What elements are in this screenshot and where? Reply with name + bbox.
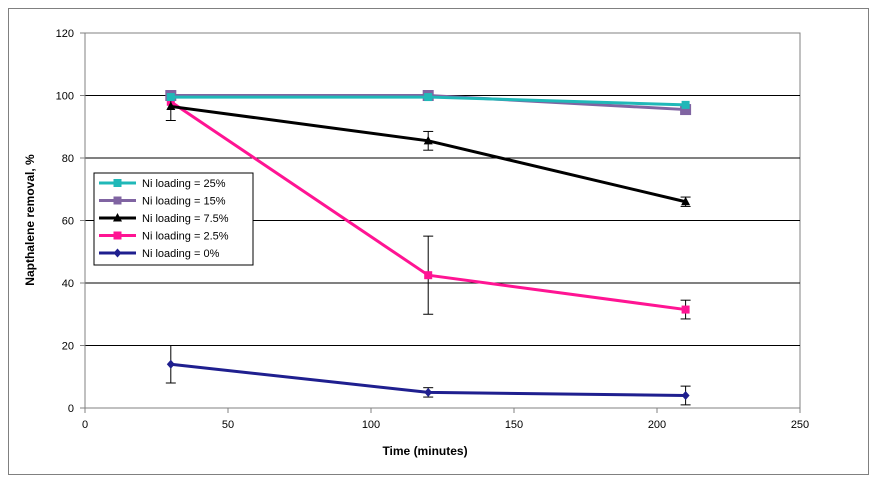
data-point-ni-loading-0-2 bbox=[681, 391, 690, 400]
data-point-ni-loading-25-0 bbox=[166, 93, 175, 102]
data-point-ni-loading-0-0 bbox=[166, 359, 175, 369]
data-point-ni-loading-7-5-0 bbox=[166, 101, 176, 110]
y-tick-label-0: 0 bbox=[68, 403, 74, 415]
x-axis-title: Time (minutes) bbox=[382, 444, 467, 458]
y-tick-label-120: 120 bbox=[56, 28, 74, 40]
legend: Ni loading = 25% Ni loading = 15% Ni loadi… bbox=[93, 172, 254, 266]
legend-label-ni-loading-0: Ni loading = 0% bbox=[142, 248, 220, 260]
legend-marker-ni-loading-15 bbox=[113, 196, 122, 205]
y-tick-label-40: 40 bbox=[62, 278, 74, 290]
series-ni-loading-25 bbox=[166, 93, 690, 109]
data-point-ni-loading-2-5-1 bbox=[424, 271, 433, 280]
x-tick-label-0: 0 bbox=[82, 419, 88, 431]
data-point-ni-loading-15-2 bbox=[680, 104, 692, 116]
data-point-ni-loading-7-5-2 bbox=[681, 196, 691, 206]
legend-marker-ni-loading-25 bbox=[113, 179, 122, 187]
y-axis-title: Napthalene removal, % bbox=[23, 154, 37, 286]
series-group bbox=[165, 90, 692, 406]
y-tick-label-60: 60 bbox=[62, 216, 74, 228]
data-point-ni-loading-25-2 bbox=[681, 100, 690, 109]
x-tick-label-50: 50 bbox=[222, 419, 234, 431]
data-point-ni-loading-7-5-1 bbox=[423, 135, 433, 145]
legend-marker-ni-loading-0 bbox=[113, 248, 122, 258]
data-point-ni-loading-2-5-2 bbox=[681, 305, 690, 314]
y-tick-label-80: 80 bbox=[62, 153, 74, 165]
legend-marker-ni-loading-7-5 bbox=[113, 213, 122, 222]
legend-label-ni-loading-15: Ni loading = 15% bbox=[142, 196, 226, 208]
legend-label-ni-loading-2-5: Ni loading = 2.5% bbox=[142, 231, 229, 243]
x-tick-label-100: 100 bbox=[362, 419, 380, 431]
y-tick-label-20: 20 bbox=[62, 341, 74, 353]
series-ni-loading-0 bbox=[165, 345, 691, 406]
legend-marker-ni-loading-2-5 bbox=[113, 231, 122, 240]
legend-label-ni-loading-7-5: Ni loading = 7.5% bbox=[142, 213, 229, 225]
x-tick-label-200: 200 bbox=[648, 419, 666, 431]
y-tick-label-100: 100 bbox=[56, 91, 74, 103]
axes: 0 20 40 60 80 100 120 0 50 100 150 200 250 bbox=[56, 28, 810, 431]
data-point-ni-loading-25-1 bbox=[424, 93, 433, 102]
x-tick-label-250: 250 bbox=[791, 419, 809, 431]
series-ni-loading-7-5 bbox=[165, 91, 691, 207]
data-point-ni-loading-0-1 bbox=[424, 387, 433, 397]
x-tick-label-150: 150 bbox=[505, 419, 523, 431]
legend-label-ni-loading-25: Ni loading = 25% bbox=[142, 178, 226, 190]
